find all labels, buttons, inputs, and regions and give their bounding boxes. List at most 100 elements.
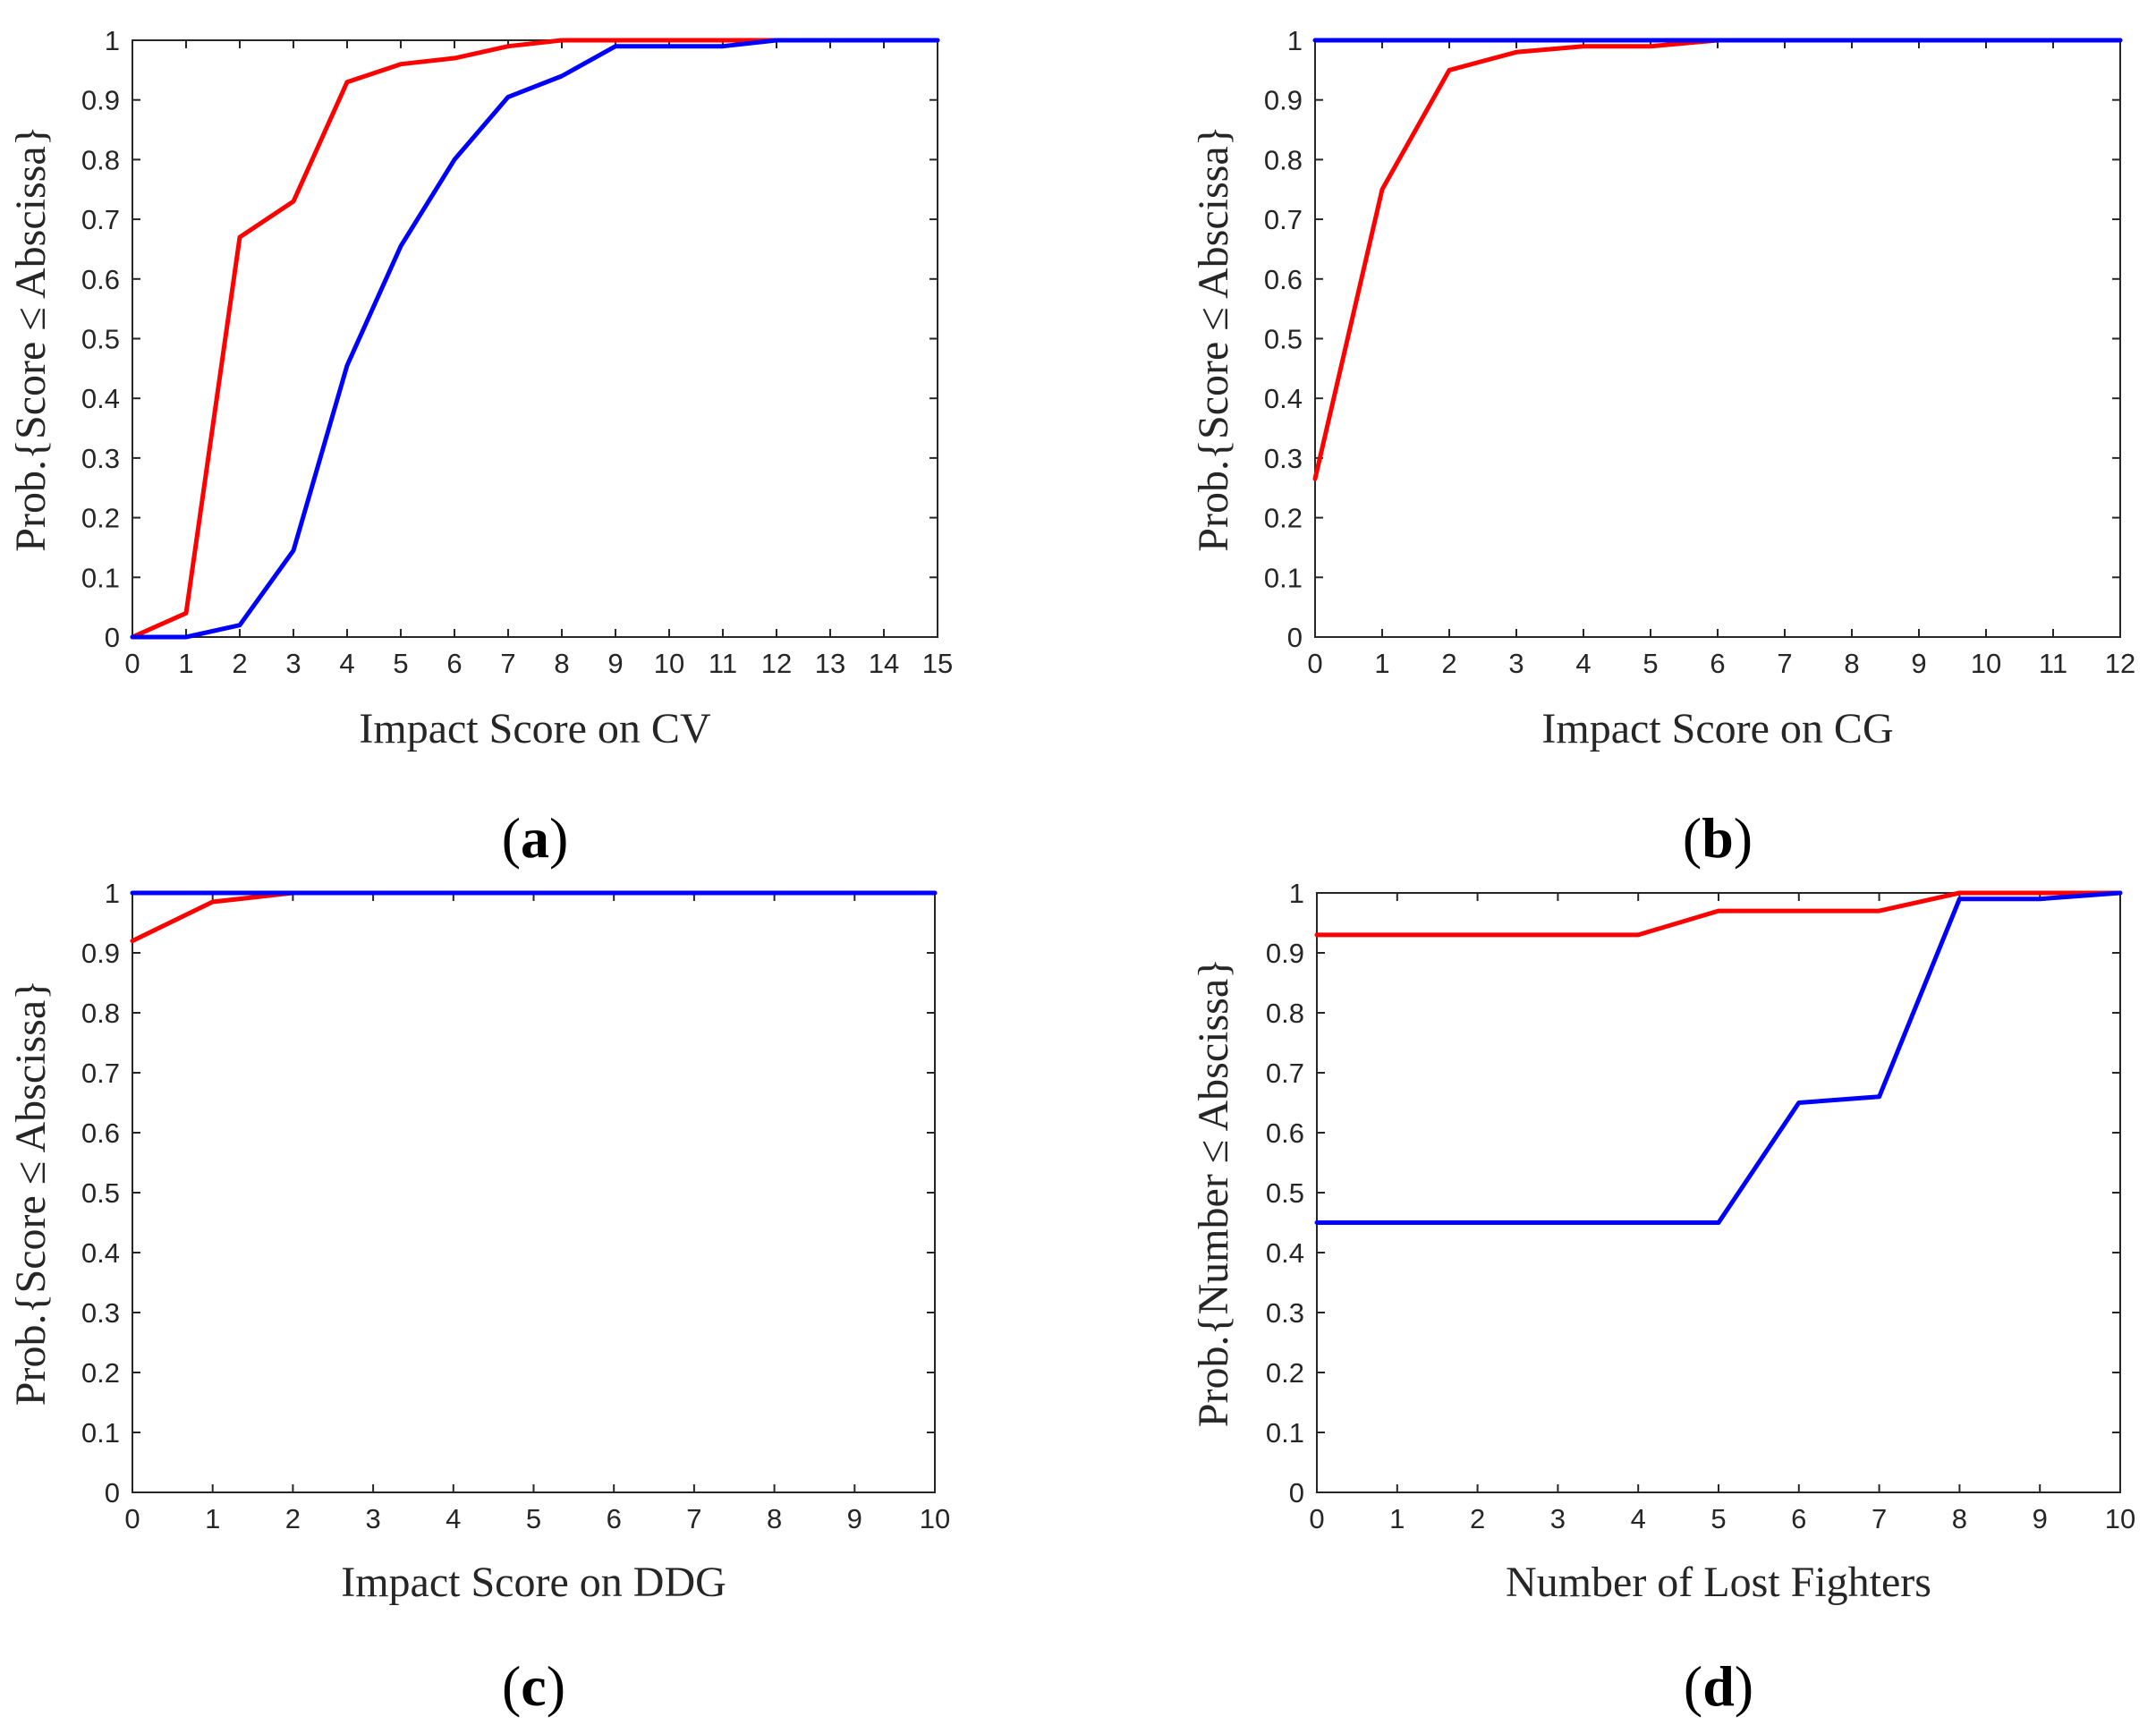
x-tick-label: 4 — [339, 648, 354, 679]
panel-label: (d) — [1684, 1654, 1753, 1718]
y-tick-label: 0.9 — [81, 938, 120, 969]
y-tick-label: 0.8 — [81, 998, 120, 1029]
x-tick-label: 1 — [205, 1503, 220, 1534]
x-tick-label: 0 — [124, 1503, 140, 1534]
x-tick-label: 2 — [1470, 1503, 1485, 1534]
x-tick-label: 10 — [1971, 648, 2001, 679]
plot-area — [1314, 39, 2121, 638]
plot-area — [132, 892, 936, 1493]
y-tick-label: 0.2 — [1264, 503, 1303, 534]
series-line-blue — [130, 38, 940, 640]
x-tick-label: 3 — [365, 1503, 380, 1534]
x-tick-label: 0 — [124, 648, 140, 679]
y-tick-label: 0.2 — [1266, 1357, 1304, 1389]
y-tick-label: 0.7 — [1264, 204, 1303, 235]
x-tick-label: 11 — [709, 648, 737, 679]
y-tick-label: 0.6 — [81, 264, 120, 295]
x-tick-label: 6 — [446, 648, 462, 679]
x-axis-label: Number of Lost Fighters — [1506, 1559, 1931, 1606]
y-axis-label: Prob.{Score ≤ Abscissa} — [1190, 125, 1237, 551]
x-tick-label: 2 — [285, 1503, 301, 1534]
series-line-blue — [1314, 890, 2123, 1225]
x-tick-label: 0 — [1309, 1503, 1324, 1534]
y-tick-label: 0.1 — [81, 1417, 120, 1449]
y-tick-label: 1 — [105, 878, 120, 909]
x-tick-label: 1 — [1389, 1503, 1405, 1534]
x-tick-label: 5 — [393, 648, 408, 679]
y-tick-label: 0.9 — [1266, 938, 1304, 969]
x-tick-label: 11 — [2039, 648, 2067, 679]
y-tick-label: 0.8 — [81, 144, 120, 175]
y-tick-label: 0.7 — [81, 204, 120, 235]
panel-letter: a — [521, 806, 549, 870]
x-tick-label: 10 — [654, 648, 684, 679]
y-tick-label: 0.3 — [81, 443, 120, 474]
y-tick-label: 1 — [1287, 25, 1303, 56]
y-tick-label: 0.1 — [1266, 1417, 1304, 1449]
x-tick-label: 1 — [1374, 648, 1389, 679]
x-tick-label: 2 — [1441, 648, 1456, 679]
x-tick-label: 7 — [1872, 1503, 1887, 1534]
y-tick-label: 0.8 — [1266, 998, 1304, 1029]
x-tick-label: 4 — [1631, 1503, 1646, 1534]
y-tick-label: 0.4 — [81, 383, 120, 414]
x-tick-label: 5 — [526, 1503, 541, 1534]
x-tick-label: 12 — [2105, 648, 2135, 679]
chart-panel-d: 0 1 2 3 4 5 6 7 8 9 10 0 0.1 0.2 0.3 0.4 0.5 0.6 0.7 0.8 0.9… — [1190, 878, 2135, 1718]
x-tick-label: 15 — [922, 648, 953, 679]
panel-letter: c — [521, 1654, 546, 1718]
x-tick-label: 1 — [178, 648, 193, 679]
x-tick-label: 8 — [767, 1503, 782, 1534]
x-tick-label: 13 — [815, 648, 845, 679]
y-axis-label: Prob.{Score ≤ Abscissa} — [7, 980, 55, 1406]
x-tick-label: 8 — [1952, 1503, 1967, 1534]
x-tick-label: 2 — [232, 648, 247, 679]
x-tick-label: 6 — [607, 1503, 622, 1534]
y-axis-label: Prob.{Score ≤ Abscissa} — [7, 125, 55, 551]
y-tick-label: 0.2 — [81, 503, 120, 534]
x-tick-label: 3 — [285, 648, 301, 679]
y-tick-label: 0.4 — [81, 1237, 120, 1269]
x-tick-label: 12 — [761, 648, 792, 679]
y-tick-label: 0 — [105, 1477, 120, 1508]
y-tick-label: 0.2 — [81, 1357, 120, 1389]
x-tick-label: 3 — [1508, 648, 1524, 679]
y-tick-label: 0.9 — [1264, 85, 1303, 116]
y-tick-label: 0.6 — [81, 1117, 120, 1149]
panel-label: (c) — [502, 1654, 565, 1718]
x-tick-label: 7 — [500, 648, 515, 679]
y-tick-label: 1 — [105, 25, 120, 56]
x-axis-label: Impact Score on CG — [1541, 705, 1893, 752]
x-tick-label: 4 — [1575, 648, 1591, 679]
x-tick-label: 5 — [1710, 1503, 1726, 1534]
y-tick-label: 0.1 — [81, 562, 120, 593]
x-tick-label: 5 — [1642, 648, 1658, 679]
plot-area — [1316, 892, 2121, 1493]
y-tick-label: 0.4 — [1266, 1237, 1304, 1269]
y-tick-label: 0 — [1289, 1477, 1304, 1508]
x-tick-label: 10 — [2105, 1503, 2135, 1534]
x-tick-label: 10 — [920, 1503, 950, 1534]
x-tick-label: 9 — [607, 648, 623, 679]
panel-label: (a) — [502, 806, 569, 870]
panel-letter: b — [1702, 806, 1734, 870]
x-tick-label: 7 — [686, 1503, 701, 1534]
x-tick-label: 9 — [2033, 1503, 2048, 1534]
series-line-red — [1314, 890, 2123, 938]
y-tick-label: 0 — [105, 622, 120, 653]
y-tick-label: 0 — [1287, 622, 1303, 653]
x-tick-label: 4 — [446, 1503, 461, 1534]
y-tick-label: 0.5 — [1266, 1177, 1304, 1209]
y-tick-label: 0.3 — [1266, 1297, 1304, 1329]
y-tick-label: 0.6 — [1264, 264, 1303, 295]
y-tick-label: 1 — [1289, 878, 1304, 909]
y-tick-label: 0.5 — [81, 1177, 120, 1209]
x-axis-label: Impact Score on DDG — [341, 1559, 726, 1606]
y-axis-label: Prob.{Number ≤ Abscissa} — [1190, 958, 1237, 1427]
x-tick-label: 3 — [1550, 1503, 1566, 1534]
y-tick-label: 0.7 — [81, 1058, 120, 1089]
y-tick-label: 0.9 — [81, 85, 120, 116]
x-tick-label: 7 — [1777, 648, 1792, 679]
y-tick-label: 0.1 — [1264, 562, 1303, 593]
